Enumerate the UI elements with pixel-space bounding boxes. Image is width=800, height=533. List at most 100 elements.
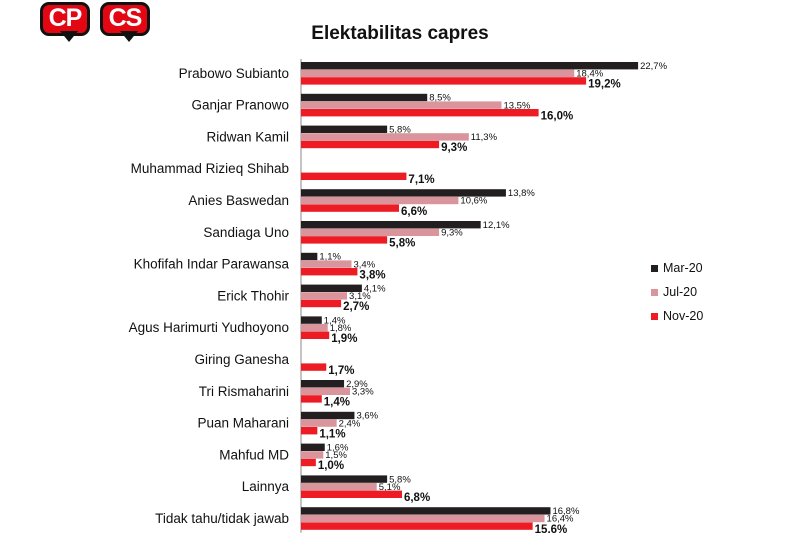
data-label: 13,8% (508, 188, 535, 199)
category-label: Erick Thohir (217, 288, 289, 303)
data-label: 8,5% (429, 93, 451, 104)
bar-jul-20 (301, 451, 324, 459)
category-label: Giring Ganesha (194, 352, 289, 367)
bar-nov-20 (301, 490, 402, 498)
data-label: 11,3% (471, 132, 498, 143)
cs-logo: CS (100, 2, 152, 42)
data-label: 1,8% (330, 323, 352, 334)
data-label: 19,2% (588, 79, 621, 91)
bar-nov-20 (301, 522, 533, 530)
bar-jul-20 (301, 324, 328, 332)
data-label: 1,7% (328, 365, 354, 377)
data-label: 3,4% (353, 259, 375, 270)
legend-label: Jul-20 (663, 285, 697, 299)
data-label: 15,6% (535, 524, 568, 533)
bar-jul-20 (301, 387, 351, 395)
data-label: 1,4% (324, 315, 346, 326)
bar-mar-20 (301, 475, 388, 483)
data-label: 5,8% (389, 125, 411, 136)
cs-logo-text: CS (108, 4, 143, 32)
data-label: 16,8% (552, 506, 579, 517)
category-label: Sandiaga Uno (203, 225, 289, 240)
bar-jul-20 (301, 228, 440, 236)
data-label: 9,3% (441, 228, 463, 239)
category-label: Tri Rismaharini (199, 384, 289, 399)
data-label: 2,9% (346, 379, 368, 390)
category-label: Puan Maharani (197, 416, 289, 431)
cp-logo-tail (60, 31, 78, 42)
data-label: 16,4% (547, 514, 574, 525)
category-label: Lainnya (242, 479, 290, 494)
data-label: 3,8% (359, 269, 385, 281)
data-label: 6,8% (404, 492, 430, 504)
bar-nov-20 (301, 458, 316, 467)
legend-swatch (651, 289, 658, 296)
data-label: 7,1% (408, 174, 434, 186)
bar-mar-20 (301, 284, 362, 292)
data-label: 1,1% (319, 428, 345, 440)
bar-mar-20 (301, 411, 355, 420)
bar-mar-20 (301, 62, 639, 70)
bar-nov-20 (301, 77, 587, 85)
bar-mar-20 (301, 507, 551, 515)
bar-nov-20 (301, 109, 539, 117)
bar-nov-20 (301, 204, 400, 212)
bar-jul-20 (301, 101, 502, 109)
bar-jul-20 (301, 514, 545, 523)
bar-jul-20 (301, 419, 337, 427)
data-label: 3,6% (356, 411, 378, 422)
data-label: 3,1% (349, 291, 371, 302)
data-label: 18,4% (576, 69, 603, 80)
data-label: 4,1% (364, 284, 386, 295)
bar-jul-20 (301, 196, 459, 205)
data-label: 5,1% (379, 482, 401, 493)
bar-nov-20 (301, 395, 322, 403)
legend-swatch (651, 313, 658, 320)
bar-nov-20 (301, 427, 318, 435)
bar-nov-20 (301, 331, 330, 339)
data-label: 1,6% (327, 443, 349, 454)
bar-jul-20 (301, 69, 575, 77)
data-label: 1,4% (324, 397, 350, 409)
data-label: 5,8% (389, 238, 415, 250)
bar-jul-20 (301, 483, 377, 491)
bar-nov-20 (301, 172, 407, 180)
category-label: Ridwan Kamil (206, 129, 289, 144)
legend-label: Mar-20 (663, 261, 703, 275)
data-label: 6,6% (401, 206, 427, 218)
data-label: 13,5% (503, 100, 530, 111)
bar-jul-20 (301, 292, 348, 300)
bar-mar-20 (301, 125, 388, 133)
bar-mar-20 (301, 93, 428, 102)
data-label: 5,8% (389, 474, 411, 485)
data-label: 10,6% (460, 196, 487, 207)
bar-mar-20 (301, 252, 318, 261)
data-label: 2,4% (339, 418, 361, 429)
bar-jul-20 (301, 260, 352, 268)
bar-nov-20 (301, 363, 327, 371)
bar-nov-20 (301, 268, 358, 276)
bar-mar-20 (301, 221, 481, 229)
category-label: Anies Baswedan (188, 193, 289, 208)
category-label: Muhammad Rizieq Shihab (131, 161, 289, 176)
data-label: 9,3% (441, 142, 467, 154)
bar-mar-20 (301, 380, 345, 388)
data-label: 3,3% (352, 387, 374, 398)
data-label: 1,9% (331, 333, 357, 345)
category-label: Prabowo Subianto (179, 66, 289, 81)
bar-nov-20 (301, 299, 342, 308)
bar-mar-20 (301, 189, 506, 197)
data-label: 16,0% (541, 110, 574, 122)
data-label: 1,0% (318, 460, 344, 472)
data-label: 22,7% (640, 61, 667, 72)
bar-mar-20 (301, 316, 322, 324)
category-label: Khofifah Indar Parawansa (134, 257, 290, 272)
cp-logo: CP (40, 2, 92, 42)
cs-logo-tail (120, 31, 138, 42)
data-label: 1,5% (325, 450, 347, 461)
data-label: 2,7% (343, 301, 369, 313)
data-label: 12,1% (483, 220, 510, 231)
bar-mar-20 (301, 443, 325, 451)
legend-label: Nov-20 (663, 309, 703, 323)
category-label: Tidak tahu/tidak jawab (155, 511, 289, 526)
